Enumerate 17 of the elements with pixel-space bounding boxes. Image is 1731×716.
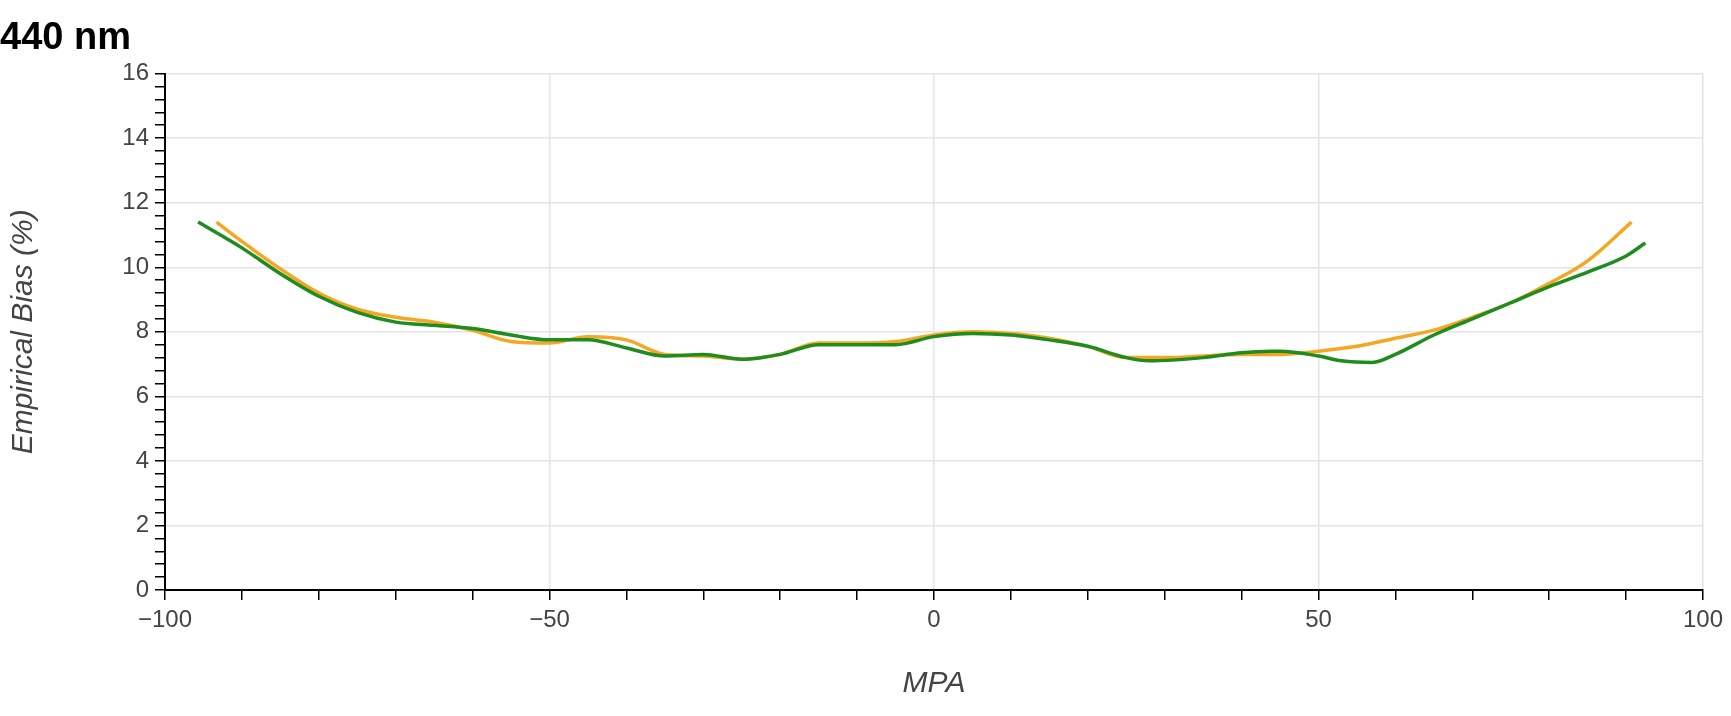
y-axis-title: Empirical Bias (%) bbox=[5, 209, 39, 455]
x-tick-label: −50 bbox=[529, 605, 570, 633]
y-tick-label: 14 bbox=[122, 122, 149, 150]
y-tick-label: 0 bbox=[135, 574, 149, 602]
y-tick-label: 8 bbox=[135, 316, 149, 344]
y-tick-label: 16 bbox=[122, 58, 149, 86]
y-tick-label: 10 bbox=[122, 251, 149, 279]
y-tick-label: 12 bbox=[122, 187, 149, 215]
x-tick-label: −100 bbox=[137, 605, 193, 633]
y-tick-label: 6 bbox=[135, 380, 149, 408]
chart-title: 440 nm bbox=[0, 15, 131, 58]
y-tick-label: 2 bbox=[135, 510, 149, 538]
x-tick-label: 0 bbox=[927, 605, 941, 633]
x-axis-title: MPA bbox=[902, 665, 966, 699]
y-tick-label: 4 bbox=[135, 445, 149, 473]
x-tick-label: 50 bbox=[1305, 605, 1332, 633]
x-tick-label: 100 bbox=[1682, 605, 1724, 633]
